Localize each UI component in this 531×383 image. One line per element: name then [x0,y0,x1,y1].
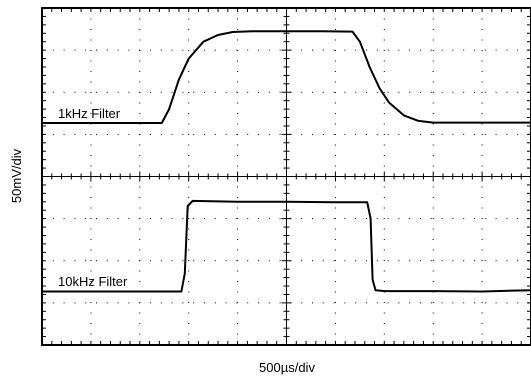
plot-frame [41,7,531,346]
trace-1khz-filter [41,30,531,124]
annotation-10khz-filter: 10kHz Filter [58,274,128,289]
x-axis-label: 500µs/div [259,360,315,375]
traces [41,30,531,293]
annotation-1khz-filter: 1kHz Filter [58,106,121,121]
trace-10khz-filter [41,199,531,293]
y-axis-label: 50mV/div [9,148,24,203]
graticule [41,7,531,346]
